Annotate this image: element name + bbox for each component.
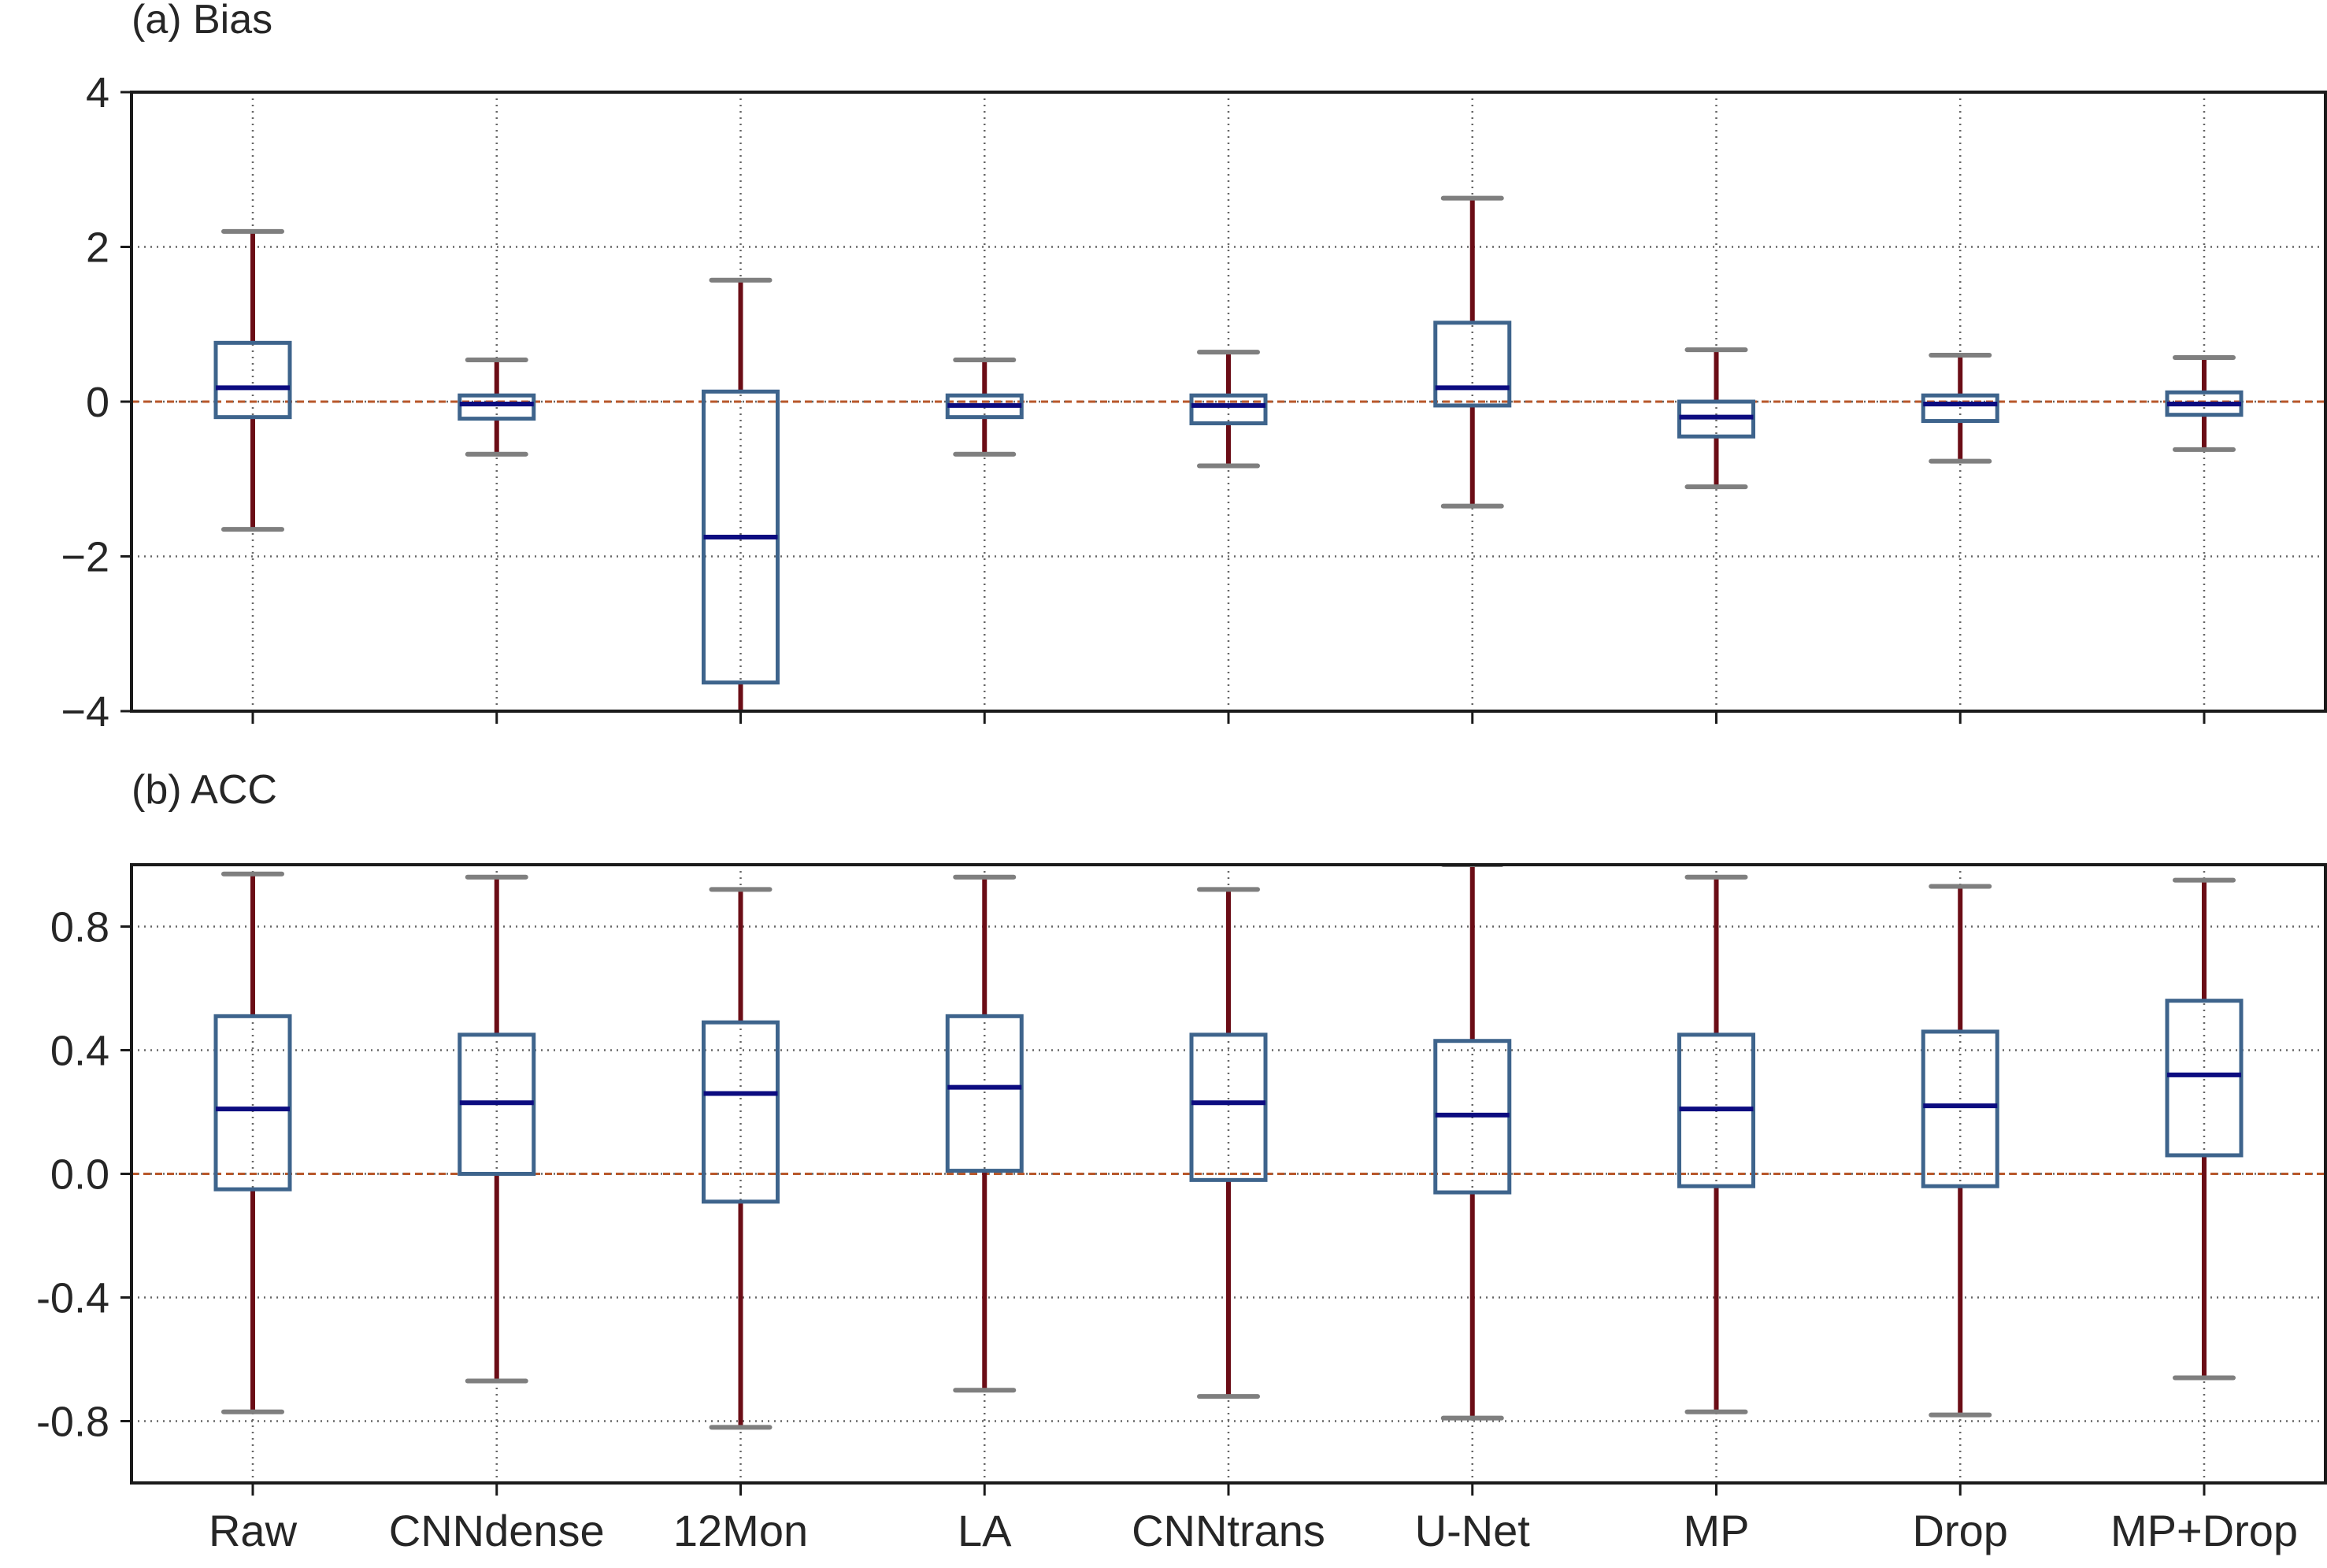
acc-xtick-label: MP+Drop — [2110, 1506, 2298, 1555]
acc-iqr-box — [945, 1014, 1024, 1173]
acc-ytick-label: 0.8 — [50, 904, 109, 951]
bias-boxes — [213, 195, 2244, 711]
bias-box-cnntrans — [1189, 350, 1268, 469]
acc-xtick-label: CNNdense — [389, 1506, 605, 1555]
acc-iqr-box — [1189, 1032, 1268, 1182]
bias-box-raw — [213, 228, 292, 532]
bias-ytick-label: −4 — [61, 688, 109, 736]
bias-box-la — [945, 357, 1024, 457]
bias-iqr-box — [1433, 321, 1512, 408]
panel-b-title: (b) ACC — [132, 767, 277, 813]
acc-xtick-label: LA — [958, 1506, 1012, 1555]
bias-iqr-box — [458, 393, 536, 421]
bias-box-12mon — [702, 277, 780, 711]
acc-boxes — [213, 865, 2244, 1430]
bias-ytick-label: 0 — [86, 379, 109, 426]
acc-iqr-box — [2165, 999, 2244, 1158]
acc-ytick-label: 0.4 — [50, 1028, 109, 1075]
acc-ytick-label: -0.8 — [36, 1399, 109, 1446]
acc-box-12mon — [702, 887, 780, 1430]
bias-box-u-net — [1433, 195, 1512, 509]
acc-box-la — [945, 874, 1024, 1393]
acc-box-mp — [1677, 874, 1755, 1414]
panel-a-title: (a) Bias — [132, 0, 272, 43]
acc-box-raw — [213, 871, 292, 1414]
acc-iqr-box — [702, 1020, 780, 1204]
bias-ytick-label: 2 — [86, 224, 109, 272]
acc-box-cnntrans — [1189, 887, 1268, 1399]
bias-box-mp — [1677, 347, 1755, 490]
acc-xtick-label: CNNtrans — [1132, 1506, 1325, 1555]
acc-ytick-label: 0.0 — [50, 1151, 109, 1199]
bias-box-mp-drop — [2165, 354, 2244, 452]
acc-xtick-label: Drop — [1913, 1506, 2008, 1555]
bias-box-drop — [1921, 353, 1999, 464]
acc-box-cnndense — [458, 874, 536, 1384]
acc-box-mp-drop — [2165, 877, 2244, 1381]
acc-iqr-box — [213, 1014, 292, 1192]
acc-xtick-label: MP — [1684, 1506, 1750, 1555]
panel-b-acc: (b) ACC 0.8 0.4 0.0 -0.4 -0.8 Raw CNNdense 12Mo… — [36, 767, 2327, 1555]
acc-iqr-box — [1921, 1029, 1999, 1188]
bias-iqr-box — [1921, 393, 1999, 424]
acc-xtick-label: U-Net — [1415, 1506, 1531, 1555]
acc-xtick-label: 12Mon — [673, 1506, 808, 1555]
bias-ytick-label: 4 — [86, 69, 109, 117]
acc-box-drop — [1921, 884, 1999, 1418]
acc-box-u-net — [1433, 865, 1512, 1421]
bias-iqr-box — [1189, 393, 1268, 426]
acc-ytick-label: -0.4 — [36, 1275, 109, 1322]
acc-xtick-label: Raw — [209, 1506, 298, 1555]
panel-a-bias: (a) Bias 4 2 0 −2 −4 — [61, 0, 2327, 736]
bias-ytick-label: −2 — [61, 534, 109, 581]
bias-box-cnndense — [458, 357, 536, 457]
bias-iqr-box — [213, 340, 292, 420]
